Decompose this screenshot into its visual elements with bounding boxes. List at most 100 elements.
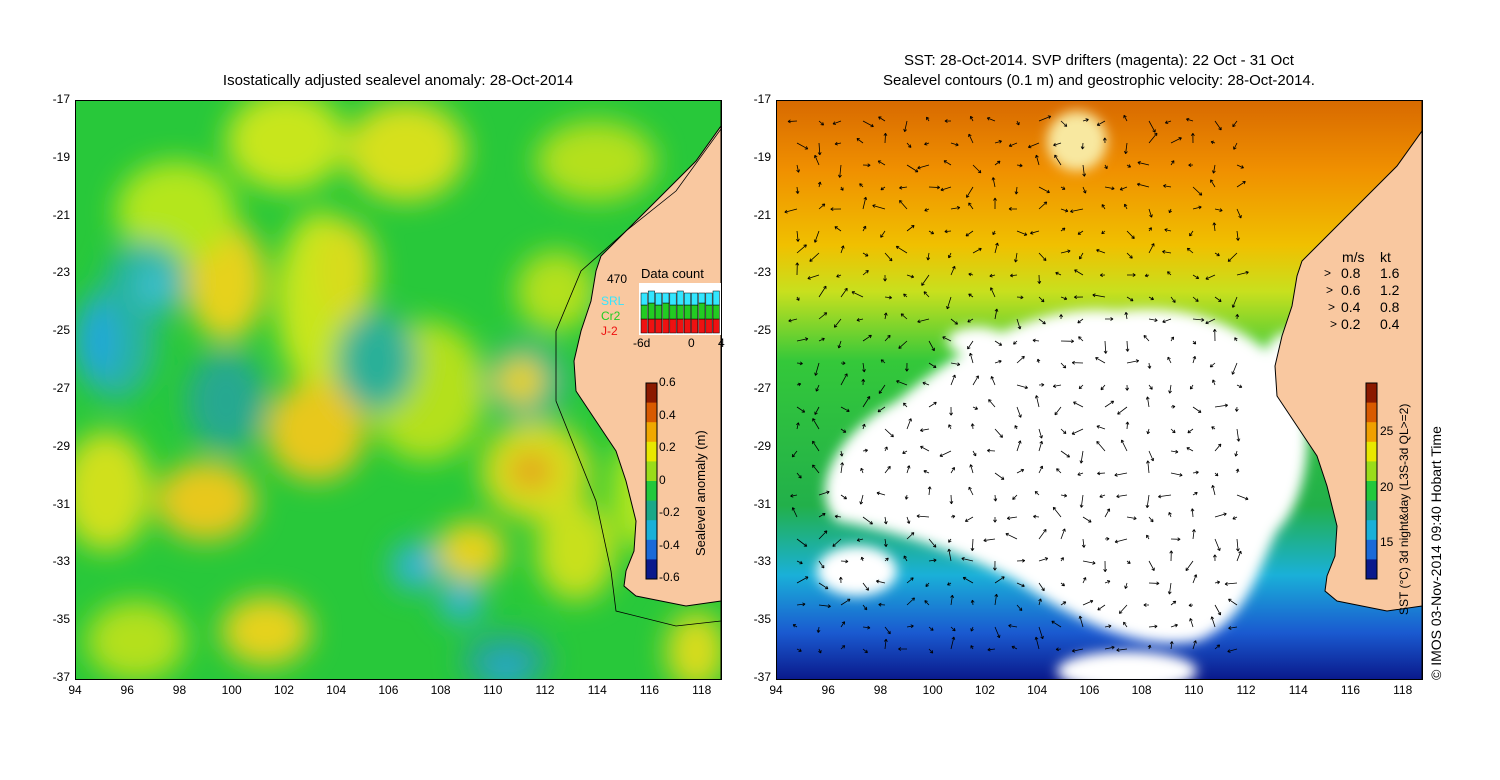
velocity-arrow (1186, 117, 1194, 122)
velocity-arrow (1037, 274, 1042, 284)
velocity-arrow (792, 624, 798, 628)
right-y-tick: -29 (753, 438, 771, 453)
velocity-arrow (964, 516, 974, 522)
velocity-arrow (1234, 406, 1239, 412)
velocity-arrow (928, 401, 937, 408)
velocity-arrow (1008, 624, 1018, 628)
velocity-arrow (916, 514, 930, 519)
velocity-arrow (924, 208, 930, 212)
velocity-arrow (946, 296, 952, 310)
velocity-arrow (1070, 208, 1084, 214)
velocity-legend-arrow-icon: > (1326, 283, 1334, 297)
left-x-tick: 104 (326, 683, 347, 697)
velocity-arrow (818, 512, 826, 518)
velocity-arrow (1060, 428, 1067, 435)
velocity-arrow (818, 582, 829, 590)
velocity-arrow (1016, 230, 1028, 236)
velocity-arrow (1082, 516, 1092, 523)
velocity-arrow (884, 465, 891, 474)
velocity-arrow (1013, 340, 1018, 345)
velocity-arrow (1038, 440, 1044, 452)
velocity-arrow (926, 116, 930, 122)
velocity-arrow (1214, 538, 1221, 552)
velocity-arrow (796, 337, 809, 342)
data-count-bar (640, 292, 648, 306)
velocity-arrow (1167, 356, 1172, 364)
sst-colorbar-segment (1366, 461, 1377, 482)
velocity-arrow (1016, 604, 1023, 612)
data-count-bar (655, 292, 663, 306)
velocity-arrow (877, 160, 886, 166)
velocity-arrow (1016, 558, 1026, 563)
right-x-tick: 108 (1131, 683, 1152, 697)
data-count-bar (712, 318, 720, 334)
imos-credit: © IMOS 03-Nov-2014 09:40 Hobart Time (1428, 426, 1444, 680)
left-y-tick: -29 (52, 438, 70, 453)
velocity-arrow (943, 160, 952, 166)
velocity-arrow (967, 318, 974, 323)
velocity-arrow (1104, 580, 1111, 584)
velocity-arrow (796, 296, 800, 301)
velocity-arrow (970, 645, 974, 650)
velocity-arrow (944, 229, 952, 234)
velocity-arrow (830, 207, 842, 212)
velocity-arrow (989, 287, 996, 298)
velocity-arrow (856, 318, 864, 322)
velocity-arrow (832, 538, 842, 547)
velocity-arrow (1137, 161, 1150, 166)
australia-coastline-sst (1274, 101, 1422, 679)
velocity-arrow (917, 318, 930, 324)
right-x-tick: 106 (1079, 683, 1100, 697)
velocity-arrow (993, 560, 997, 571)
velocity-arrow (970, 423, 975, 430)
velocity-arrow (840, 186, 844, 191)
velocity-arrow (1144, 273, 1150, 278)
velocity-arrow (1234, 337, 1238, 342)
velocity-arrow (1054, 406, 1062, 416)
velocity-arrow (796, 560, 803, 565)
velocity-arrow (1148, 560, 1155, 571)
velocity-arrow (1060, 362, 1067, 369)
velocity-arrow (1038, 201, 1048, 210)
data-count-bar (662, 302, 670, 320)
velocity-arrow (1082, 118, 1089, 122)
velocity-arrow (1071, 648, 1084, 653)
velocity-arrow (1192, 355, 1197, 364)
velocity-arrow (1236, 538, 1240, 552)
velocity-arrow (1187, 428, 1194, 434)
velocity-arrow (1124, 582, 1128, 589)
velocity-arrow (1060, 120, 1068, 127)
right-x-tick: 118 (1393, 683, 1413, 697)
sla-colorbar-segment (646, 559, 657, 580)
velocity-arrow (1170, 537, 1181, 542)
velocity-arrow (994, 308, 999, 320)
velocity-arrow (1052, 506, 1062, 518)
velocity-arrow (816, 626, 821, 633)
velocity-arrow (1168, 208, 1173, 214)
velocity-arrow (1192, 640, 1197, 650)
velocity-arrow (993, 516, 997, 523)
data-count-bar (640, 304, 648, 320)
velocity-arrow (928, 648, 934, 654)
velocity-arrow (1033, 514, 1040, 519)
data-count-bar (705, 318, 713, 334)
left-x-tick: 98 (172, 683, 187, 697)
velocity-arrow (1126, 164, 1131, 168)
sst-map[interactable] (776, 100, 1423, 680)
velocity-arrow (1038, 626, 1044, 640)
sla-colorbar-segment (646, 481, 657, 502)
count-x-label-end: 4 (718, 336, 725, 350)
data-count-bar (647, 290, 655, 304)
velocity-arrows (784, 114, 1249, 654)
data-count-bar (676, 304, 684, 320)
right-map-title-line1: SST: 28-Oct-2014. SVP drifters (magenta)… (904, 52, 1294, 69)
velocity-arrow (972, 450, 977, 457)
velocity-arrow (812, 464, 820, 474)
velocity-arrow (818, 604, 831, 609)
velocity-arrow (950, 626, 956, 632)
velocity-arrow (1192, 318, 1205, 322)
sealevel-anomaly-map[interactable] (75, 100, 722, 680)
velocity-arrow (1082, 560, 1096, 565)
velocity-arrow (1210, 140, 1216, 145)
velocity-arrow (796, 244, 807, 254)
